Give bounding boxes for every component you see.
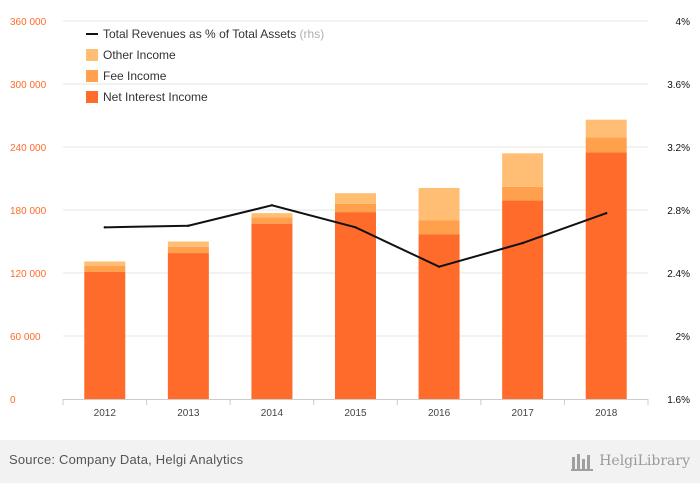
x-tick-label: 2014 [261, 408, 284, 419]
line-point [437, 265, 441, 268]
line-point [187, 224, 190, 227]
source-note: Source: Company Data, Helgi Analytics [9, 452, 244, 467]
bar-segment [84, 261, 126, 266]
y-left-tick-label: 120 000 [10, 269, 47, 280]
line-point [103, 226, 106, 229]
y-left-tick-label: 300 000 [10, 80, 47, 91]
y-right-tick-label: 3.6% [667, 80, 690, 91]
bar-segment [418, 234, 460, 399]
legend-rhs-note: (rhs) [296, 27, 324, 41]
line-point [521, 241, 524, 245]
legend-label: Other Income [103, 48, 176, 62]
y-left-tick-label: 0 [10, 395, 16, 406]
y-right-tick-label: 2.8% [667, 206, 690, 217]
bar-segment [167, 253, 209, 399]
chart-svg: 0 60 000 120 000 180 000 240 000 300 000 360 0… [10, 17, 691, 419]
line-point [354, 226, 357, 229]
bar-segment [502, 200, 544, 399]
y-right-tick-label: 3.2% [667, 143, 690, 154]
bar-segment [418, 220, 460, 235]
footer: Source: Company Data, Helgi Analytics He… [0, 440, 700, 483]
bar-segment [335, 212, 376, 399]
legend-swatch [86, 91, 98, 103]
legend-label: Net Interest Income [103, 90, 208, 104]
x-tick-label: 2012 [94, 408, 117, 419]
bar-segment [167, 241, 209, 247]
y-left-tick-label: 240 000 [10, 143, 47, 154]
y-left-tick-label: 180 000 [10, 206, 47, 217]
y-right-tick-label: 2.4% [667, 269, 690, 280]
library-icon [571, 454, 594, 471]
chart: 0 60 000 120 000 180 000 240 000 300 000 360 0… [10, 17, 691, 419]
bar-segment [335, 203, 376, 213]
bar-segment [167, 246, 209, 254]
bar-segment [502, 153, 544, 187]
y-right-tick-label: 4% [676, 17, 691, 28]
bar-segment [502, 186, 544, 201]
bar-segment [585, 137, 627, 153]
bar-segment [251, 213, 293, 218]
line-point [605, 211, 608, 215]
x-tick-label: 2015 [344, 408, 367, 419]
line-point [270, 204, 274, 207]
bar-segment [251, 223, 293, 399]
legend-swatch [86, 70, 98, 82]
bar-segment [335, 193, 376, 204]
bar-segment [585, 152, 627, 399]
legend-swatch [86, 49, 98, 61]
x-tick-label: 2018 [595, 408, 618, 419]
brand-name: HelgiLibrary [599, 453, 690, 469]
x-tick-label: 2016 [428, 408, 451, 419]
y-right-tick-label: 1.6% [667, 395, 690, 406]
bar-segment [251, 217, 293, 224]
y-right-tick-label: 2% [676, 332, 691, 343]
bar-segment [84, 265, 126, 272]
bar-segment [585, 119, 627, 138]
bar-segment [84, 271, 126, 399]
x-tick-label: 2013 [177, 408, 200, 419]
y-left-tick-label: 60 000 [10, 332, 41, 343]
x-tick-label: 2017 [512, 408, 535, 419]
bar-segment [418, 187, 460, 221]
legend-label: Total Revenues as % of Total Assets (rhs… [103, 27, 324, 41]
legend-label: Fee Income [103, 69, 167, 83]
y-left-tick-label: 360 000 [10, 17, 47, 28]
brand-logo: HelgiLibrary [571, 449, 690, 473]
